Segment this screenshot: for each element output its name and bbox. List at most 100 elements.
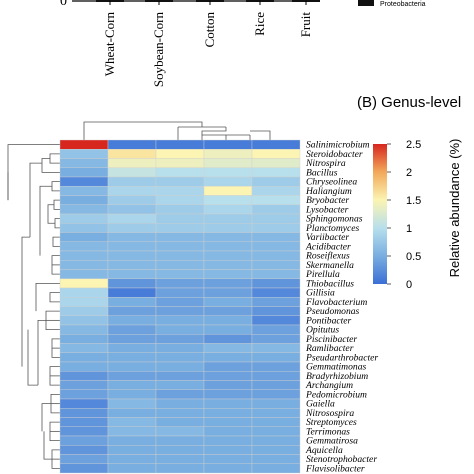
row-label-bryobacter: Bryobacter (306, 195, 349, 206)
cell-pedomicrobium-soybean-corn (107, 389, 157, 400)
cell-aquicella-fruit (251, 445, 301, 455)
cell-flavobacterium-rice (203, 297, 253, 307)
cell-variibacter-cotton (155, 232, 205, 242)
cell-streptomyces-rice (203, 417, 253, 427)
cell-bacillus-cotton (155, 167, 205, 178)
cell-streptomyces-fruit (251, 417, 301, 427)
cell-gemmatimonas-wheat-corn (59, 361, 109, 372)
row-label-pirellula: Pirellula (305, 269, 340, 280)
colorbar-label: Relative abundance (%) (447, 139, 462, 278)
cell-pseudomonas-wheat-corn (59, 306, 109, 316)
row-label-roseiflexus: Roseiflexus (305, 251, 350, 262)
cell-terrimonas-soybean-corn (107, 426, 157, 437)
cell-lysobacter-rice (203, 204, 253, 215)
row-dendrogram-branch-1 (49, 153, 60, 164)
cell-pontibacter-soybean-corn (107, 315, 157, 326)
cell-thiobacillus-cotton (155, 278, 205, 289)
cell-gaiella-soybean-corn (107, 398, 157, 409)
cell-acidibacter-wheat-corn (59, 241, 109, 252)
cell-archangium-cotton (155, 380, 205, 390)
cell-pontibacter-cotton (155, 315, 205, 326)
top-sample-labels: Wheat-Corn Soybean-Corn Cotton Rice Fruit (102, 12, 313, 88)
row-label-terrimonas: Terrimonas (306, 426, 350, 437)
top-label-wheat-corn: Wheat-Corn (102, 12, 117, 77)
top-panel: 0 Wheat-Corn Soybean-Corn Cotton Rice Fruit … (60, 0, 426, 87)
row-dendrogram-branch-2 (41, 158, 60, 173)
cell-flavobacterium-fruit (251, 297, 301, 307)
cell-bryobacter-rice (203, 195, 253, 205)
cell-steroidobacter-soybean-corn (107, 149, 157, 159)
cell-ramlibacter-soybean-corn (107, 343, 157, 353)
cell-thiobacillus-soybean-corn (107, 278, 157, 289)
cell-variibacter-fruit (251, 232, 301, 242)
cell-opitutus-wheat-corn (59, 324, 109, 335)
row-label-sphingomonas: Sphingomonas (306, 214, 363, 225)
cell-gemmatirosa-wheat-corn (59, 435, 109, 446)
top-legend-label: Proteobacteria (380, 1, 426, 8)
cell-steroidobacter-fruit (251, 149, 301, 159)
cell-pirellula-soybean-corn (107, 269, 157, 279)
cell-acidibacter-fruit (251, 241, 301, 252)
cell-flavisolibacter-soybean-corn (107, 463, 157, 474)
cell-ramlibacter-cotton (155, 343, 205, 353)
cell-bacillus-rice (203, 167, 253, 178)
cell-nitrosospira-rice (203, 408, 253, 418)
cell-gaiella-wheat-corn (59, 398, 109, 409)
top-x-ticks (109, 1, 307, 5)
cell-acidibacter-soybean-corn (107, 241, 157, 252)
cell-sphingomonas-cotton (155, 213, 205, 224)
row-label-aquicella: Aquicella (305, 445, 343, 456)
cell-salinimicrobium-cotton (155, 139, 205, 150)
cell-stenotrophobacter-fruit (251, 454, 301, 464)
cell-bacillus-fruit (251, 167, 301, 178)
cell-gillisia-soybean-corn (107, 287, 157, 298)
cell-gemmatimonas-cotton (155, 361, 205, 372)
cell-terrimonas-wheat-corn (59, 426, 109, 437)
row-dendrogram-branch-12 (35, 282, 60, 312)
cell-planctomyces-soybean-corn (107, 223, 157, 233)
row-dendrogram-branch-23 (41, 403, 51, 432)
cell-salinimicrobium-wheat-corn (59, 139, 109, 150)
row-dendrogram-branch-13 (49, 292, 60, 303)
cell-pedomicrobium-cotton (155, 389, 205, 400)
cell-lysobacter-soybean-corn (107, 204, 157, 215)
cell-flavobacterium-cotton (155, 297, 205, 307)
cell-bryobacter-wheat-corn (59, 195, 109, 205)
cell-chryseolinea-soybean-corn (107, 176, 157, 187)
cell-pedomicrobium-wheat-corn (59, 389, 109, 400)
cell-gillisia-cotton (155, 287, 205, 298)
row-label-flavobacterium: Flavobacterium (305, 297, 367, 308)
row-dendrogram-branch-28 (43, 431, 52, 460)
cell-opitutus-cotton (155, 324, 205, 335)
row-dendrogram-branch-7 (47, 204, 55, 224)
top-label-fruit: Fruit (298, 12, 313, 38)
cell-nitrospira-wheat-corn (59, 158, 109, 168)
row-label-haliangium: Haliangium (305, 186, 352, 197)
cell-pedomicrobium-rice (203, 389, 253, 400)
cell-salinimicrobium-rice (203, 139, 253, 150)
cell-pseudomonas-soybean-corn (107, 306, 157, 316)
cell-lysobacter-cotton (155, 204, 205, 215)
row-label-stenotrophobacter: Stenotrophobacter (306, 454, 377, 465)
cell-roseiflexus-wheat-corn (59, 250, 109, 261)
top-label-cotton: Cotton (202, 12, 217, 48)
top-axis-zero-label: 0 (60, 0, 67, 9)
cell-bryobacter-soybean-corn (107, 195, 157, 205)
cell-flavisolibacter-cotton (155, 463, 205, 474)
cell-bacillus-wheat-corn (59, 167, 109, 178)
cell-variibacter-wheat-corn (59, 232, 109, 242)
row-label-bradyrhizobium: Bradyrhizobium (306, 371, 368, 382)
cell-terrimonas-cotton (155, 426, 205, 437)
colorbar-tick-label-0-5: 0.5 (406, 251, 421, 263)
row-dendrogram-branch-9 (52, 236, 60, 247)
row-label-bacillus: Bacillus (306, 167, 338, 178)
row-dendrogram-branch-30 (27, 329, 38, 386)
cell-gemmatirosa-cotton (155, 435, 205, 446)
cell-salinimicrobium-soybean-corn (107, 139, 157, 150)
cell-skermanella-wheat-corn (59, 260, 109, 270)
cell-sphingomonas-fruit (251, 213, 301, 224)
cell-skermanella-cotton (155, 260, 205, 270)
cell-nitrosospira-soybean-corn (107, 408, 157, 418)
cell-gemmatirosa-rice (203, 435, 253, 446)
row-dendrogram-branch-5 (53, 199, 60, 210)
